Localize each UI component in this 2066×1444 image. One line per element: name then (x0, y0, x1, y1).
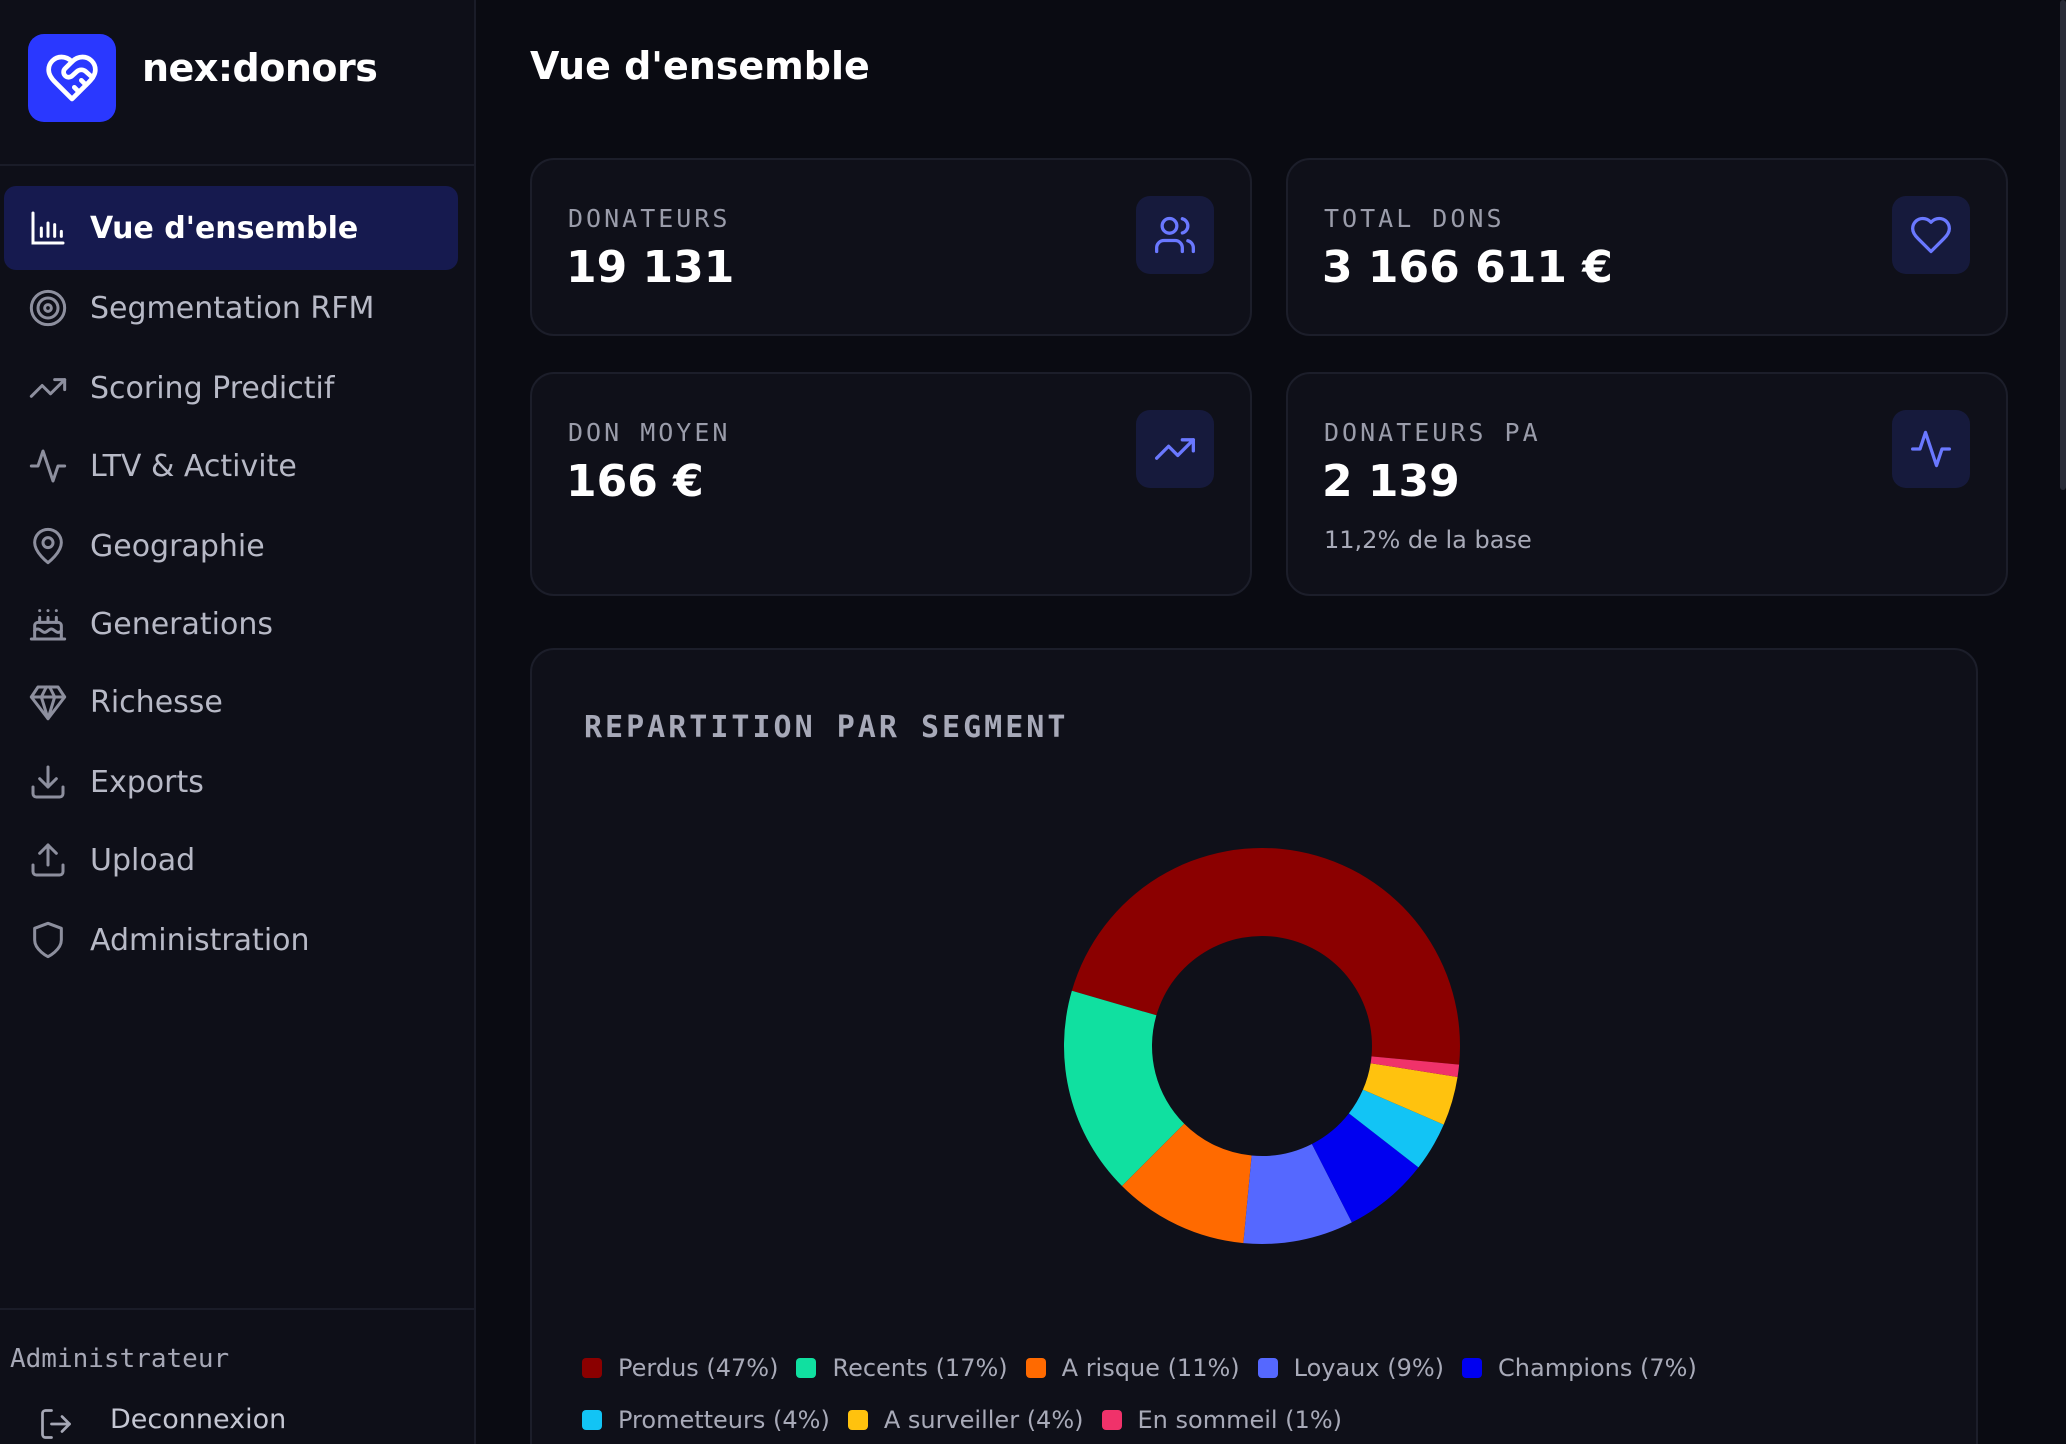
sidebar-item-administration[interactable]: Administration (4, 898, 458, 982)
scrollbar-thumb[interactable] (2060, 0, 2066, 490)
logout-button[interactable]: Deconnexion (30, 1402, 330, 1444)
sidebar-item-label: Generations (90, 606, 273, 642)
sidebar-item-label: Upload (90, 842, 196, 878)
sidebar-item-label: LTV & Activite (90, 448, 297, 484)
donut-slice-recents[interactable] (1064, 990, 1185, 1187)
legend-item[interactable]: Loyaux (9%) (1257, 1354, 1445, 1382)
stat-label: TOTAL DONS (1324, 204, 1505, 233)
sidebar-item-segmentation-rfm[interactable]: Segmentation RFM (4, 266, 458, 350)
heart-icon (1892, 196, 1970, 274)
sidebar-item-label: Exports (90, 764, 204, 800)
legend-swatch (1257, 1358, 1278, 1378)
legend-label: Prometteurs (4%) (618, 1406, 830, 1434)
chart-title: REPARTITION PAR SEGMENT (584, 710, 1069, 745)
stat-value: 19 131 (566, 242, 735, 293)
donut-slice-loyaux[interactable] (1243, 1144, 1352, 1244)
sidebar-item-label: Segmentation RFM (90, 290, 375, 326)
sidebar-item-vue-ensemble[interactable]: Vue d'ensemble (4, 186, 458, 270)
sidebar-item-label: Scoring Predictif (90, 370, 335, 406)
donut-slice-champions[interactable] (1311, 1113, 1419, 1223)
stat-card-donateurs: DONATEURS 19 131 (530, 158, 1252, 336)
brand: nex:donors (0, 0, 474, 166)
legend-label: Champions (7%) (1498, 1354, 1697, 1382)
donut-slice-a-risque[interactable] (1121, 1123, 1252, 1244)
bar-chart-icon (31, 211, 65, 245)
legend-label: Recents (17%) (832, 1354, 1008, 1382)
sidebar-item-label: Richesse (90, 684, 223, 720)
legend-swatch (1101, 1410, 1122, 1430)
legend-label: A risque (11%) (1061, 1354, 1240, 1382)
legend-swatch (582, 1410, 602, 1430)
sidebar-item-generations[interactable]: Generations (4, 582, 458, 666)
page-title: Vue d'ensemble (530, 44, 870, 88)
legend-label: Perdus (47%) (618, 1354, 779, 1382)
users-icon (1136, 196, 1214, 274)
trending-up-icon (1136, 410, 1214, 488)
donut-chart (1064, 848, 1460, 1244)
legend-item[interactable]: Prometteurs (4%) (582, 1406, 830, 1434)
legend-swatch (1025, 1358, 1046, 1378)
legend-item[interactable]: A risque (11%) (1025, 1354, 1240, 1382)
stat-card-total-dons: TOTAL DONS 3 166 611 € (1286, 158, 2008, 336)
legend-item[interactable]: Recents (17%) (796, 1354, 1008, 1382)
legend-swatch (1462, 1358, 1483, 1378)
map-pin-icon (33, 527, 63, 565)
stat-label: DON MOYEN (568, 418, 731, 447)
logout-label: Deconnexion (110, 1404, 287, 1435)
sidebar-item-richesse[interactable]: Richesse (4, 660, 458, 744)
legend-label: A surveiller (4%) (883, 1406, 1084, 1434)
gem-icon (29, 685, 67, 721)
sidebar-item-label: Geographie (90, 528, 265, 564)
legend-item[interactable]: Champions (7%) (1462, 1354, 1697, 1382)
donut-slice-prometteurs[interactable] (1348, 1089, 1444, 1168)
stat-card-donateurs-pa: DONATEURS PA 2 139 11,2% de la base (1286, 372, 2008, 596)
scrollbar[interactable] (2060, 0, 2066, 1444)
stat-value: 166 € (566, 456, 704, 507)
donut-slice-perdus[interactable] (1071, 848, 1460, 1065)
trending-up-icon (29, 378, 67, 398)
heart-handshake-icon[interactable] (28, 34, 116, 122)
donut-slice-en-sommeil[interactable] (1370, 1056, 1460, 1077)
stat-label: DONATEURS PA (1324, 418, 1541, 447)
stat-value: 2 139 (1322, 456, 1460, 507)
legend-item[interactable]: En sommeil (1%) (1101, 1406, 1342, 1434)
brand-name: nex:donors (142, 46, 378, 90)
legend-swatch (582, 1358, 602, 1378)
logout-icon (41, 1409, 71, 1439)
stat-value: 3 166 611 € (1322, 242, 1613, 293)
sidebar-item-scoring-predictif[interactable]: Scoring Predictif (4, 346, 458, 430)
stat-sub: 11,2% de la base (1324, 526, 1532, 554)
legend-row: Perdus (47%) Recents (17%) A risque (11%) L… (582, 1342, 1882, 1394)
donut-slice-a-surveiller[interactable] (1362, 1063, 1458, 1125)
stat-card-don-moyen: DON MOYEN 166 € (530, 372, 1252, 596)
legend-swatch (796, 1358, 817, 1378)
sidebar: nex:donors Vue d'ensemble Segmentation R… (0, 0, 476, 1444)
legend-label: Loyaux (9%) (1293, 1354, 1445, 1382)
user-role: Administrateur (10, 1344, 230, 1374)
legend-swatch (847, 1410, 868, 1430)
main-content: Vue d'ensemble DONATEURS 19 131 TOTAL DO… (476, 0, 2066, 1444)
cake-icon (29, 609, 67, 641)
chart-legend: Perdus (47%) Recents (17%) A risque (11%) L… (582, 1342, 1882, 1444)
legend-label: En sommeil (1%) (1137, 1406, 1342, 1434)
legend-item[interactable]: A surveiller (4%) (847, 1406, 1084, 1434)
legend-item[interactable]: Perdus (47%) (582, 1354, 778, 1382)
download-icon (31, 765, 65, 799)
legend-row: Prometteurs (4%) A surveiller (4%) En somm… (582, 1394, 1882, 1444)
sidebar-item-ltv-activite[interactable]: LTV & Activite (4, 424, 458, 508)
sidebar-footer: Administrateur Deconnexion (0, 1308, 474, 1444)
stat-label: DONATEURS (568, 204, 731, 233)
shield-icon (33, 921, 63, 959)
activity-icon (29, 449, 67, 483)
target-icon (29, 289, 67, 327)
sidebar-item-geographie[interactable]: Geographie (4, 504, 458, 588)
sidebar-item-label: Vue d'ensemble (90, 210, 359, 246)
segment-chart-card: REPARTITION PAR SEGMENT Perdus (47%) Rece… (530, 648, 1978, 1444)
sidebar-item-upload[interactable]: Upload (4, 818, 458, 902)
sidebar-item-label: Administration (90, 922, 310, 958)
sidebar-item-exports[interactable]: Exports (4, 740, 458, 824)
upload-icon (31, 843, 65, 877)
activity-icon (1892, 410, 1970, 488)
